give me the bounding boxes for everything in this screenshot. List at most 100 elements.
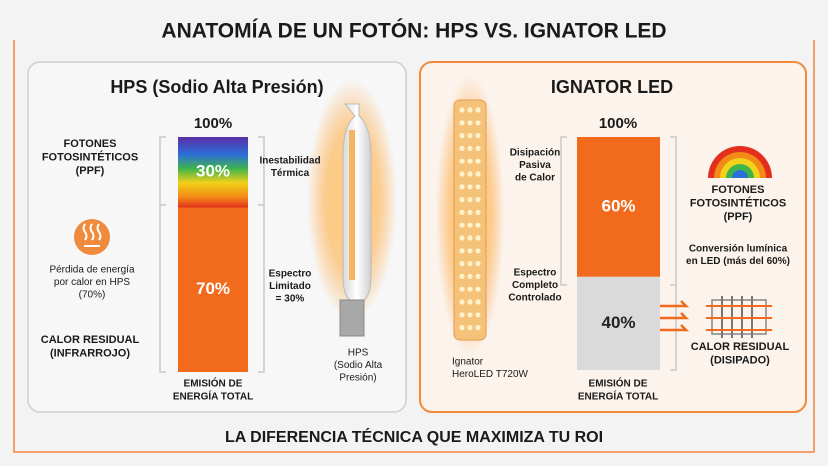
label: Presión) — [339, 373, 376, 384]
label: HPS — [348, 348, 369, 359]
led-dot — [459, 286, 465, 292]
label: FOTONES — [712, 184, 765, 196]
led-dot — [475, 235, 481, 241]
label: CALOR RESIDUAL — [41, 334, 140, 346]
bracket — [159, 136, 166, 373]
label: en LED (más del 60%) — [686, 256, 790, 267]
led-dot — [475, 261, 481, 267]
led-dot — [459, 312, 465, 318]
label: (INFRARROJO) — [50, 347, 130, 359]
led-dot — [459, 197, 465, 203]
label: Espectro — [269, 269, 312, 280]
label: EMISIÓN DE — [184, 377, 243, 390]
led-dot — [475, 325, 481, 331]
led-dot — [475, 145, 481, 151]
led-dot — [475, 120, 481, 126]
hps-lamp — [342, 103, 372, 302]
led-dot — [475, 158, 481, 164]
label: (Sodio Alta — [334, 360, 383, 371]
led-dot — [475, 209, 481, 215]
label: ENERGÍA TOTAL — [173, 390, 253, 403]
led-dot — [467, 325, 473, 331]
led-dot — [475, 312, 481, 318]
label: Ignator — [452, 357, 484, 368]
led-dot — [467, 107, 473, 113]
label: FOTONES — [64, 138, 117, 150]
led-dot — [475, 197, 481, 203]
led-dot — [467, 120, 473, 126]
led-dot — [475, 299, 481, 305]
label: Conversión lumínica — [689, 244, 788, 255]
led-dot — [475, 273, 481, 279]
led-dot — [467, 235, 473, 241]
led-dot — [459, 325, 465, 331]
led-dot — [459, 299, 465, 305]
led-dot — [459, 145, 465, 151]
led-dot — [467, 261, 473, 267]
led-dot — [475, 248, 481, 254]
led-dot — [467, 133, 473, 139]
led-dot — [475, 184, 481, 190]
panel-title: HPS (Sodio Alta Presión) — [110, 77, 323, 97]
led-dot — [467, 222, 473, 228]
label: Controlado — [508, 293, 561, 304]
heat-arrows — [656, 300, 690, 332]
led-dot — [467, 312, 473, 318]
led-dot — [467, 209, 473, 215]
led-dot — [467, 273, 473, 279]
led-dot — [459, 273, 465, 279]
top-label: 100% — [194, 115, 232, 132]
led-dot — [459, 107, 465, 113]
led-dot — [467, 184, 473, 190]
led-dot — [459, 133, 465, 139]
led-dot — [475, 171, 481, 177]
label: FOTOSINTÉTICOS — [42, 150, 138, 163]
bracket — [560, 136, 567, 286]
label: (70%) — [79, 290, 106, 301]
bar-segment — [178, 137, 248, 208]
label: CALOR RESIDUAL — [691, 341, 790, 353]
led-dot — [459, 171, 465, 177]
led-dot — [459, 222, 465, 228]
bar-segment — [577, 137, 660, 277]
led-dot — [459, 235, 465, 241]
label: FOTOSINTÉTICOS — [690, 196, 786, 209]
footer: LA DIFERENCIA TÉCNICA QUE MAXIMIZA TU RO… — [225, 427, 603, 446]
led-dot — [467, 171, 473, 177]
heat-icon — [82, 223, 102, 247]
bar-segment — [577, 276, 660, 370]
label: (PPF) — [76, 165, 105, 177]
segment-label: 30% — [196, 162, 230, 181]
spectrum-icon — [708, 146, 772, 178]
label: (DISIPADO) — [710, 354, 770, 366]
led-dot — [467, 145, 473, 151]
label: Disipación — [510, 148, 561, 159]
led-dot — [475, 286, 481, 292]
label: Térmica — [271, 168, 310, 179]
label: ENERGÍA TOTAL — [578, 390, 658, 403]
led-dot — [459, 120, 465, 126]
led-dot — [467, 197, 473, 203]
label: (PPF) — [724, 211, 753, 223]
top-label: 100% — [599, 115, 637, 132]
bracket — [670, 136, 677, 371]
led-dot — [467, 299, 473, 305]
bar-segment — [178, 207, 248, 372]
led-dot — [467, 248, 473, 254]
label: EMISIÓN DE — [589, 377, 648, 390]
led-dot — [467, 158, 473, 164]
label: Pérdida de energía — [49, 265, 135, 276]
label: Limitado — [269, 281, 311, 292]
hps-base — [339, 299, 365, 337]
led-dot — [459, 261, 465, 267]
led-dots — [459, 107, 481, 331]
label: Completo — [512, 280, 558, 291]
label: Pasiva — [519, 160, 551, 171]
led-dot — [459, 248, 465, 254]
led-dot — [475, 133, 481, 139]
bracket — [258, 136, 265, 373]
led-dot — [475, 107, 481, 113]
led-dot — [459, 184, 465, 190]
label: = 30% — [276, 294, 305, 305]
